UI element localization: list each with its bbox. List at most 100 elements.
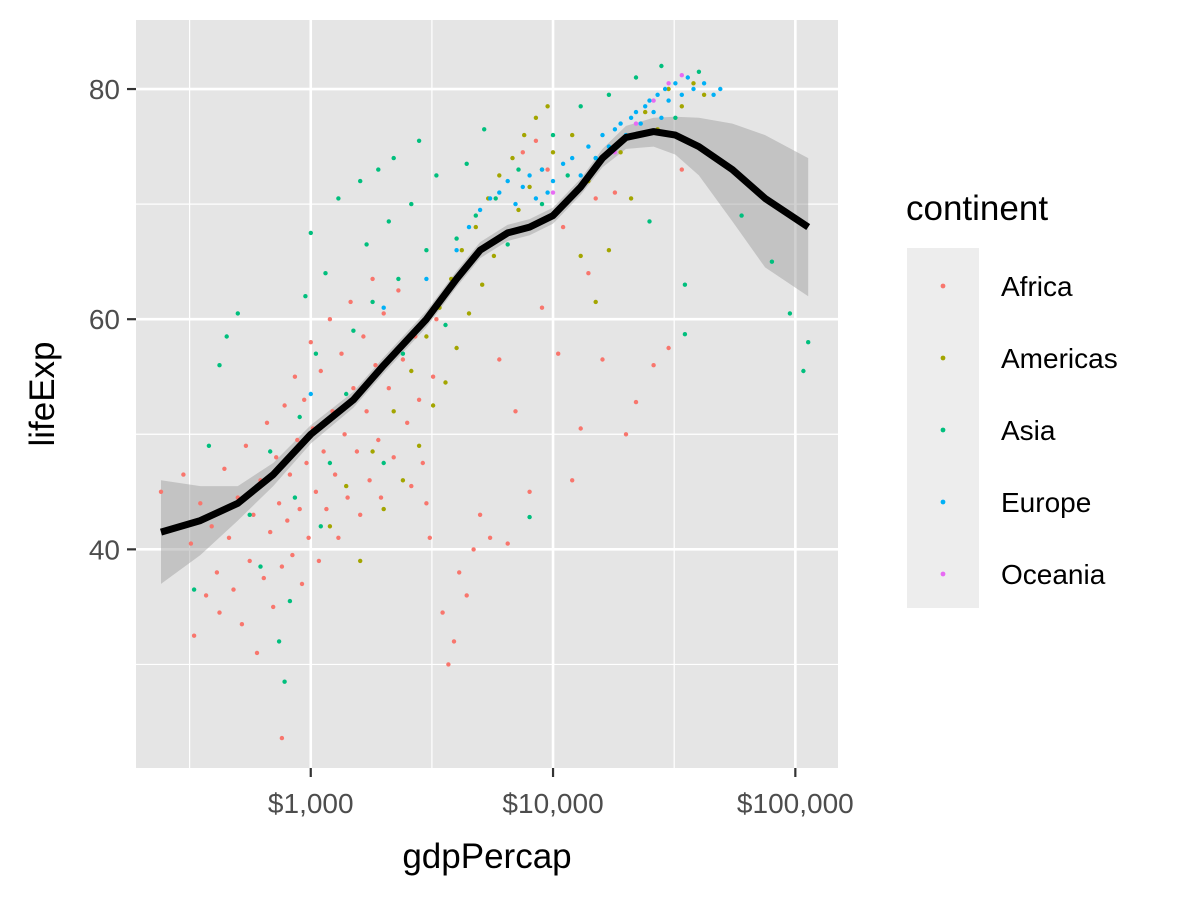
point-africa: [409, 483, 414, 489]
point-asia: [682, 282, 688, 287]
point-asia: [323, 271, 328, 276]
point-americas: [516, 207, 521, 213]
point-africa: [348, 299, 353, 305]
x-tick-label: $10,000: [502, 788, 603, 819]
point-africa: [378, 495, 384, 500]
point-asia: [464, 161, 469, 166]
point-africa: [405, 420, 410, 425]
point-africa: [505, 541, 510, 546]
point-asia: [659, 63, 664, 69]
point-asia: [258, 564, 263, 569]
point-africa: [231, 587, 236, 592]
point-europe: [659, 115, 664, 121]
panel-background: [136, 20, 838, 768]
point-europe: [497, 190, 502, 195]
x-axis: $1,000 $10,000 $100,000: [268, 768, 854, 819]
point-africa: [364, 409, 369, 414]
point-europe: [570, 155, 575, 161]
point-europe: [513, 201, 518, 207]
point-africa: [376, 437, 381, 443]
point-africa: [198, 501, 203, 506]
point-europe: [662, 86, 668, 92]
point-asia: [336, 196, 341, 201]
point-africa: [274, 455, 279, 460]
point-africa: [358, 512, 363, 517]
y-axis: 40 60 80: [89, 74, 136, 565]
point-europe: [593, 155, 598, 161]
point-africa: [464, 593, 469, 598]
point-asia: [434, 173, 439, 178]
point-oceania: [679, 73, 684, 78]
legend-key-europe: [940, 499, 946, 505]
point-asia: [409, 201, 414, 207]
point-africa: [612, 190, 618, 195]
point-africa: [570, 478, 575, 483]
point-africa: [381, 311, 386, 316]
point-americas: [400, 478, 406, 483]
point-americas: [666, 86, 671, 92]
point-africa: [666, 345, 671, 351]
point-asia: [696, 69, 702, 75]
point-asia: [806, 340, 811, 345]
point-asia: [292, 495, 298, 500]
point-africa: [396, 288, 401, 293]
point-americas: [497, 173, 502, 178]
point-africa: [327, 317, 333, 322]
point-asia: [191, 587, 197, 592]
point-africa: [299, 581, 305, 587]
point-asia: [473, 213, 478, 218]
point-europe: [638, 121, 643, 126]
legend-label-africa: Africa: [1001, 271, 1073, 302]
point-asia: [565, 173, 570, 178]
point-africa: [513, 409, 518, 414]
point-asia: [217, 363, 222, 368]
point-africa: [446, 662, 451, 667]
point-africa: [497, 357, 502, 362]
point-asia: [297, 414, 302, 420]
point-europe: [655, 92, 660, 98]
point-americas: [679, 104, 684, 109]
point-africa: [339, 351, 344, 356]
point-americas: [643, 109, 648, 115]
legend-items: Africa Americas Asia Europe Oceania: [940, 271, 1118, 590]
point-africa: [457, 570, 462, 575]
point-europe: [701, 81, 707, 86]
point-africa: [279, 564, 285, 569]
point-europe: [679, 92, 684, 98]
point-europe: [424, 276, 429, 282]
point-africa: [679, 167, 684, 172]
point-asia: [391, 155, 396, 161]
minor-gridlines: [136, 20, 838, 768]
point-europe: [685, 75, 690, 80]
x-axis-title: gdpPercap: [402, 837, 571, 876]
point-asia: [505, 242, 510, 247]
point-americas: [454, 345, 459, 351]
point-asia: [370, 299, 375, 305]
point-africa: [351, 386, 356, 391]
point-africa: [332, 472, 338, 477]
point-africa: [222, 466, 227, 471]
point-asia: [647, 219, 652, 224]
point-europe: [673, 81, 678, 86]
legend-key-africa: [940, 283, 946, 289]
point-americas: [391, 409, 396, 414]
point-asia: [386, 219, 391, 224]
point-europe: [527, 173, 532, 178]
point-americas: [533, 115, 539, 121]
point-americas: [606, 248, 612, 253]
point-africa: [651, 363, 656, 368]
point-americas: [424, 334, 429, 339]
point-africa: [539, 305, 545, 310]
point-africa: [285, 518, 290, 523]
point-europe: [618, 121, 623, 126]
point-africa: [424, 501, 429, 506]
point-asia: [303, 294, 308, 299]
point-africa: [420, 460, 425, 466]
point-africa: [287, 472, 293, 477]
point-africa: [545, 167, 550, 172]
point-europe: [477, 207, 483, 213]
point-americas: [550, 150, 556, 155]
point-asia: [282, 679, 287, 684]
point-africa: [578, 426, 583, 431]
